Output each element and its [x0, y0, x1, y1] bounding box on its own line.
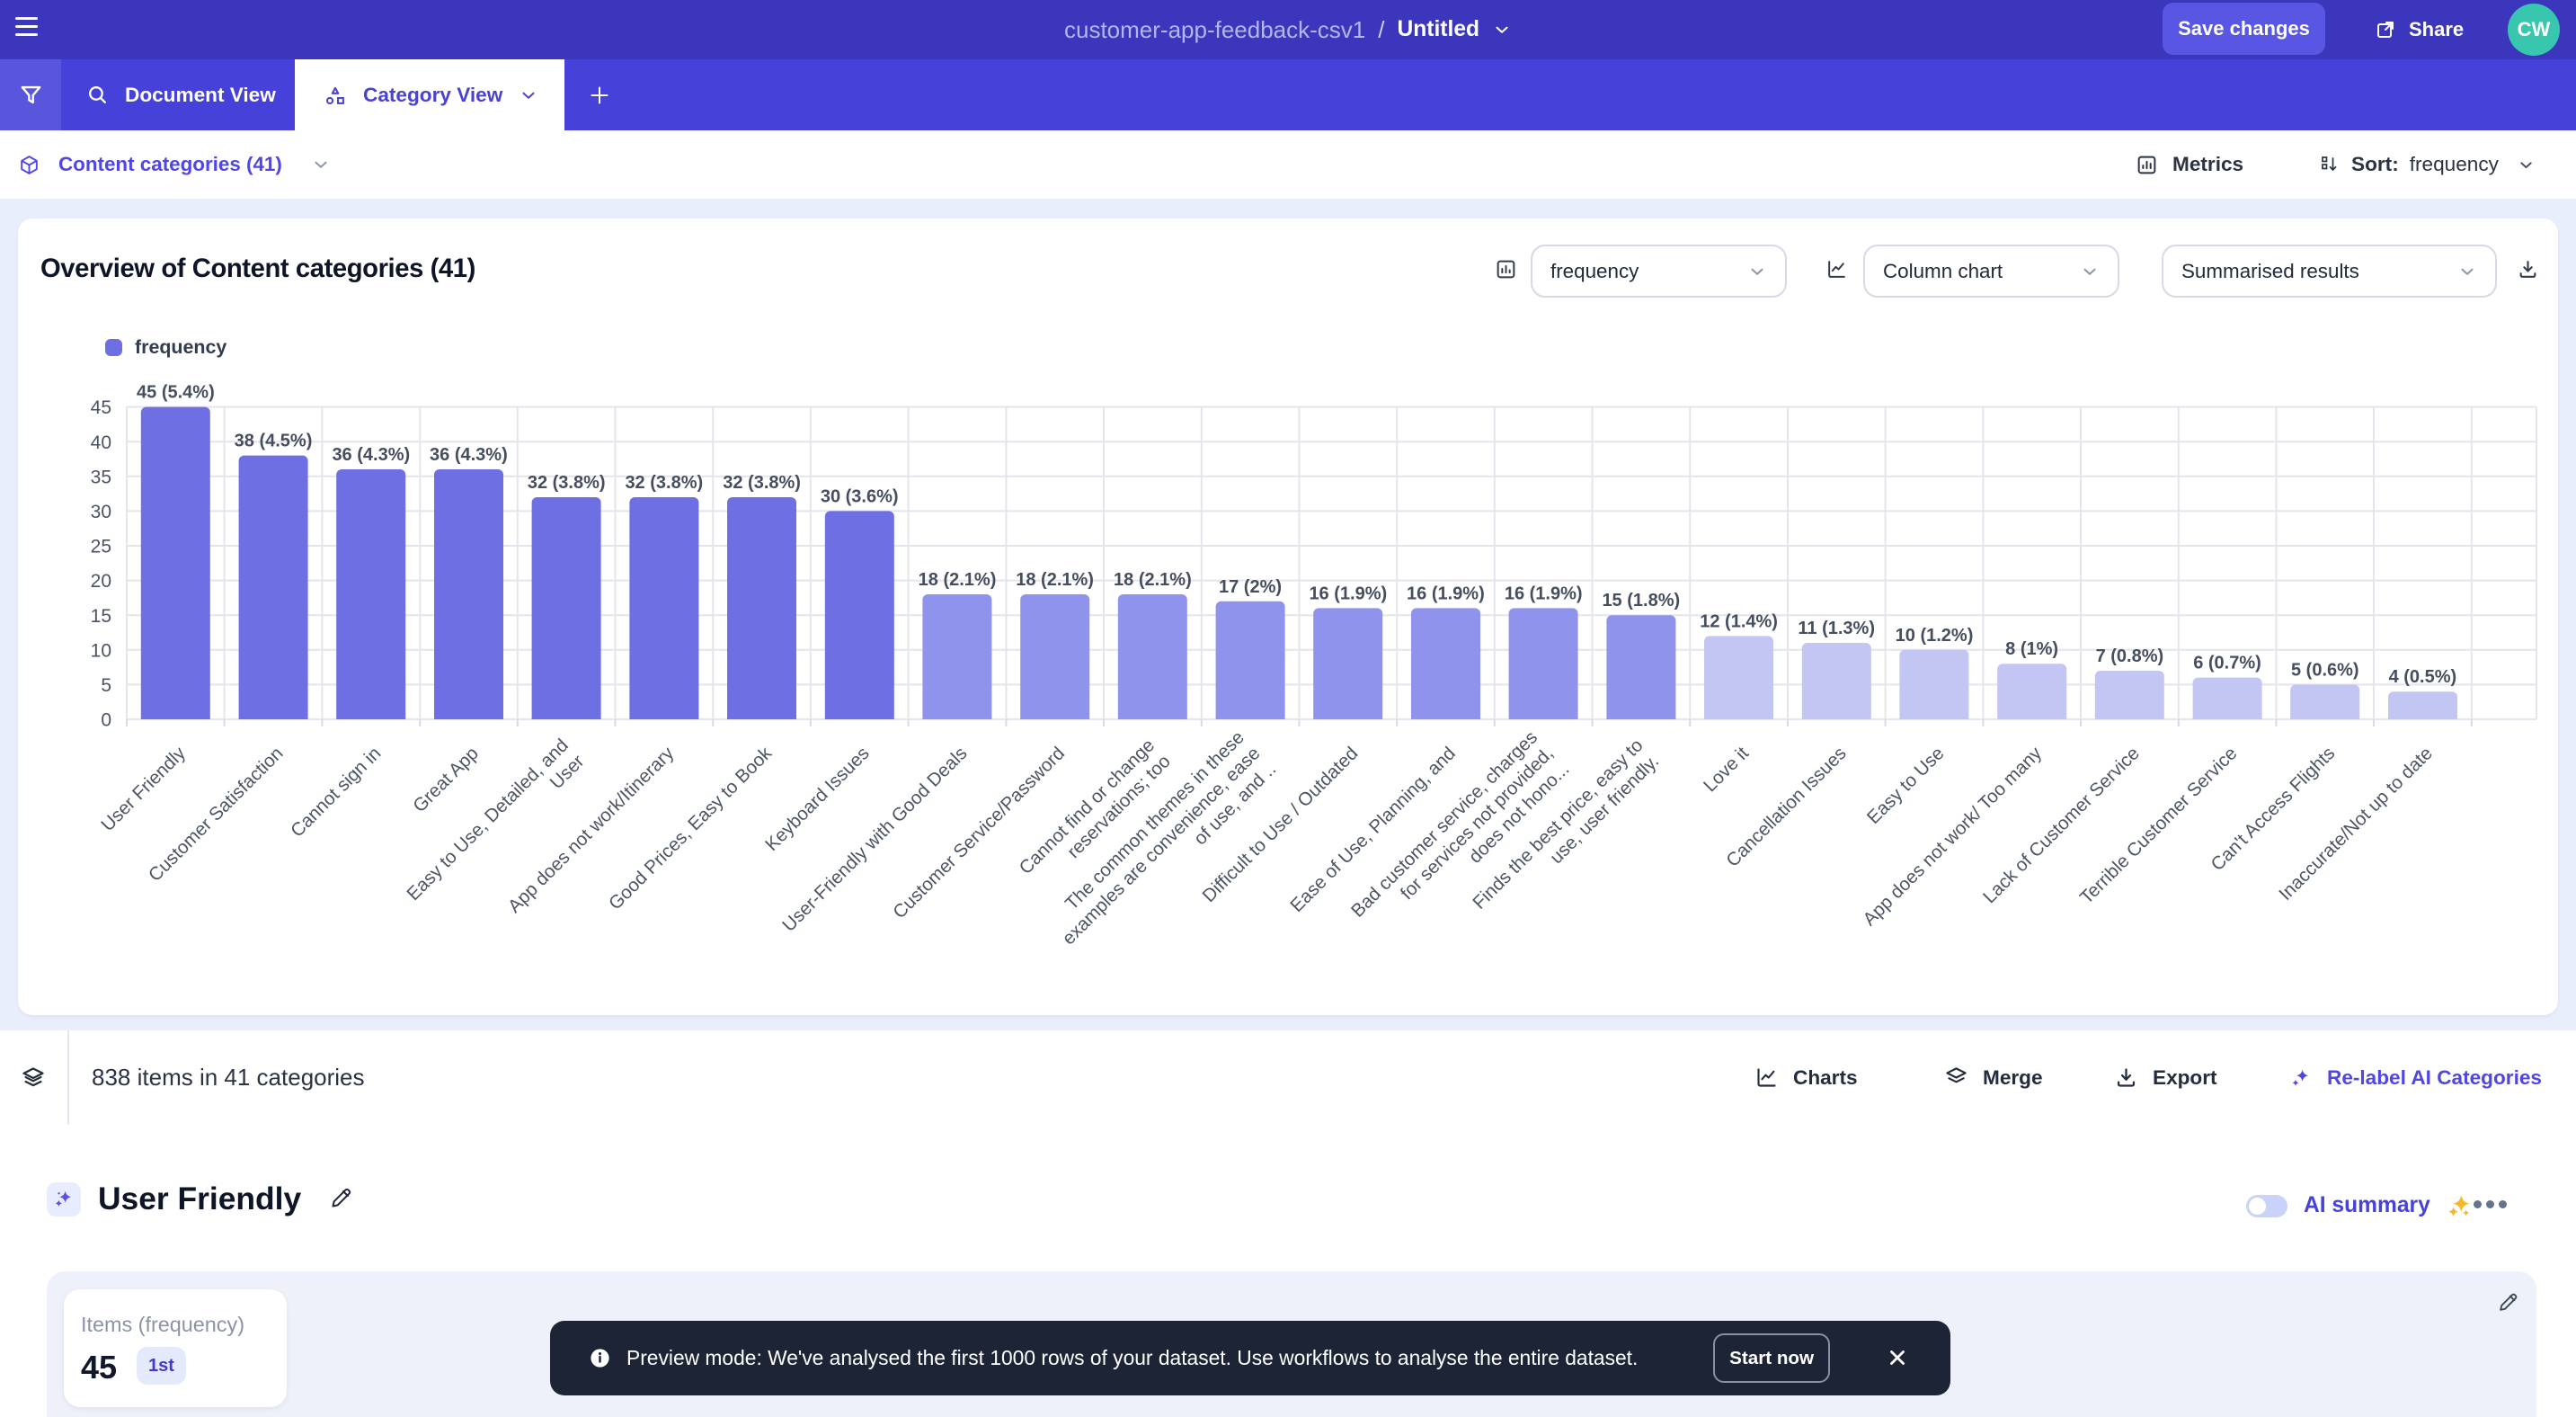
svg-text:15: 15 — [91, 606, 111, 627]
svg-text:45 (5.4%): 45 (5.4%) — [137, 383, 215, 403]
svg-text:11 (1.3%): 11 (1.3%) — [1798, 619, 1875, 638]
svg-text:32 (3.8%): 32 (3.8%) — [528, 473, 606, 493]
svg-text:32 (3.8%): 32 (3.8%) — [723, 473, 801, 493]
svg-text:5 (0.6%): 5 (0.6%) — [2291, 660, 2359, 680]
svg-text:40: 40 — [91, 432, 111, 453]
svg-text:18 (2.1%): 18 (2.1%) — [919, 570, 997, 590]
svg-text:12 (1.4%): 12 (1.4%) — [1700, 611, 1778, 631]
svg-text:18 (2.1%): 18 (2.1%) — [1114, 570, 1192, 590]
svg-text:16 (1.9%): 16 (1.9%) — [1407, 584, 1485, 603]
svg-text:5: 5 — [101, 675, 111, 696]
svg-text:25: 25 — [91, 537, 111, 557]
svg-text:10: 10 — [91, 640, 111, 661]
svg-text:15 (1.8%): 15 (1.8%) — [1602, 591, 1680, 610]
svg-text:36 (4.3%): 36 (4.3%) — [332, 445, 410, 465]
svg-text:0: 0 — [101, 710, 111, 731]
svg-text:16 (1.9%): 16 (1.9%) — [1505, 584, 1583, 603]
svg-text:16 (1.9%): 16 (1.9%) — [1309, 584, 1387, 603]
svg-text:Cannot sign in: Cannot sign in — [287, 743, 385, 841]
svg-text:4 (0.5%): 4 (0.5%) — [2389, 667, 2457, 687]
svg-text:35: 35 — [91, 467, 111, 487]
svg-text:User Friendly: User Friendly — [97, 743, 190, 835]
svg-text:30: 30 — [91, 502, 111, 522]
svg-text:Keyboard Issues: Keyboard Issues — [761, 743, 874, 855]
svg-text:Great App: Great App — [409, 743, 483, 816]
svg-text:Good Prices, Easy to Book: Good Prices, Easy to Book — [605, 743, 777, 914]
svg-text:32 (3.8%): 32 (3.8%) — [625, 473, 703, 493]
svg-text:Easy to Use, Detailed, andUser: Easy to Use, Detailed, andUser — [403, 735, 588, 920]
svg-text:17 (2%): 17 (2%) — [1219, 577, 1282, 597]
svg-text:Love it: Love it — [1700, 743, 1753, 796]
svg-text:38 (4.5%): 38 (4.5%) — [235, 432, 313, 451]
svg-text:User-Friendly with Good Deals: User-Friendly with Good Deals — [778, 743, 972, 936]
svg-text:18 (2.1%): 18 (2.1%) — [1016, 570, 1094, 590]
svg-text:7 (0.8%): 7 (0.8%) — [2096, 646, 2164, 666]
svg-text:45: 45 — [91, 397, 111, 418]
svg-text:36 (4.3%): 36 (4.3%) — [430, 445, 508, 465]
svg-text:Lack of Customer Service: Lack of Customer Service — [1979, 743, 2144, 907]
svg-text:App does not work/ Too many: App does not work/ Too many — [1859, 743, 2046, 930]
svg-text:6 (0.7%): 6 (0.7%) — [2193, 654, 2261, 673]
svg-text:20: 20 — [91, 571, 111, 592]
svg-text:Easy to Use: Easy to Use — [1863, 743, 1949, 828]
svg-text:30 (3.6%): 30 (3.6%) — [821, 486, 899, 506]
svg-text:8 (1%): 8 (1%) — [2005, 639, 2058, 659]
svg-text:10 (1.2%): 10 (1.2%) — [1896, 626, 1974, 646]
svg-text:Customer Service/Password: Customer Service/Password — [889, 743, 1069, 922]
svg-text:Terrible Customer Service: Terrible Customer Service — [2076, 743, 2242, 908]
